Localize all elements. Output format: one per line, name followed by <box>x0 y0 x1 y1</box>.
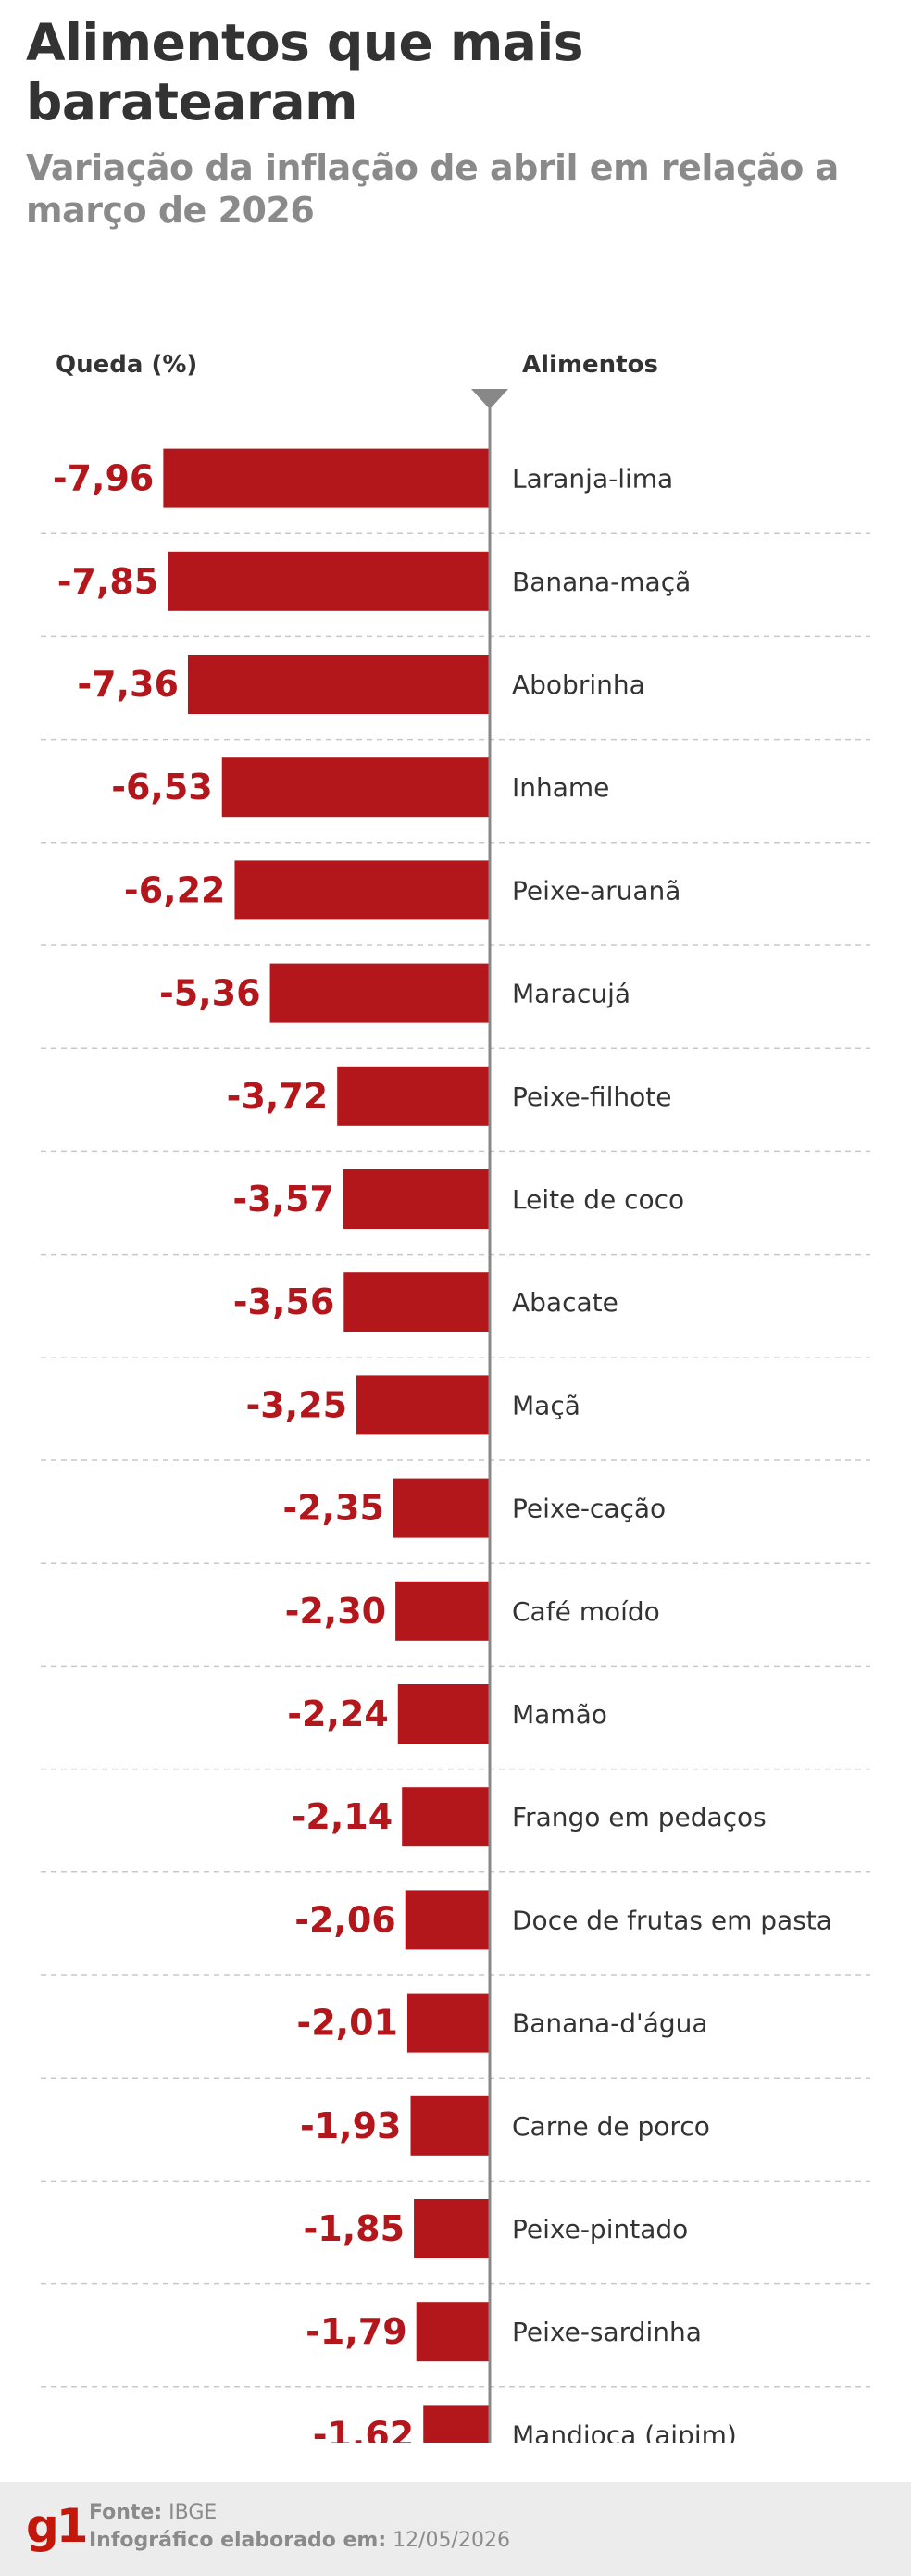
bar <box>406 1993 490 2053</box>
chart-subtitle: Variação da inflação de abril em relação… <box>26 147 839 231</box>
bar <box>356 1375 490 1435</box>
bar-value-label: -6,53 <box>111 767 213 807</box>
date-key: Infográfico elaborado em: <box>89 2529 387 2552</box>
bar <box>397 1684 490 1744</box>
bar-chart: -7,96 Laranja-lima -7,85 Banana-maçã -7,36 Ab… <box>41 389 870 2443</box>
bar <box>410 2095 490 2156</box>
bar-value-label: -1,79 <box>306 2311 407 2352</box>
category-label: Abobrinha <box>512 669 645 700</box>
bar-value-label: -1,85 <box>304 2208 406 2249</box>
bar-value-label: -3,56 <box>233 1282 335 1322</box>
bar-value-label: -3,25 <box>245 1384 347 1425</box>
bar <box>269 963 490 1023</box>
bar <box>187 655 490 714</box>
bar <box>234 860 491 920</box>
category-label: Maçã <box>512 1390 580 1420</box>
bar <box>168 551 490 611</box>
source-value: IBGE <box>168 2501 218 2524</box>
category-label: Café moído <box>512 1596 660 1627</box>
chart-title: Alimentos que mais baratearam <box>26 13 584 131</box>
bar-value-label: -7,36 <box>77 664 179 705</box>
category-label: Peixe-sardinha <box>512 2317 702 2347</box>
bar-value-label: -2,35 <box>282 1488 384 1529</box>
source-line: Fonte: IBGE <box>89 2500 217 2526</box>
category-label: Peixe-cação <box>512 1494 666 1524</box>
category-label: Banana-d'água <box>512 2008 708 2039</box>
bar-value-label: -2,24 <box>287 1694 389 1734</box>
bar-value-label: -7,85 <box>57 561 159 602</box>
bar <box>416 2302 490 2362</box>
bar-value-label: -1,62 <box>313 2414 415 2443</box>
bar-value-label: -5,36 <box>159 973 261 1014</box>
category-label: Doce de frutas em pasta <box>512 1905 832 1935</box>
bar-value-label: -1,93 <box>300 2106 402 2146</box>
bar <box>343 1169 490 1229</box>
bar <box>402 1787 490 1847</box>
date-line: Infográfico elaborado em: 12/05/2026 <box>89 2528 510 2554</box>
category-label: Banana-maçã <box>512 567 691 597</box>
category-label: Inhame <box>512 772 609 803</box>
bar-value-label: -2,06 <box>294 1899 396 1940</box>
bar <box>414 2199 490 2258</box>
date-value: 12/05/2026 <box>393 2529 510 2552</box>
bar <box>395 1581 490 1641</box>
category-label: Leite de coco <box>512 1184 684 1215</box>
category-label: Mandioca (aipim) <box>512 2420 737 2443</box>
category-axis-label: Alimentos <box>522 351 658 379</box>
bar-value-label: -2,01 <box>296 2003 398 2044</box>
bar <box>163 448 490 508</box>
category-label: Peixe-filhote <box>512 1082 671 1112</box>
bar-value-label: -6,22 <box>124 869 226 910</box>
category-label: Maracujá <box>512 979 630 1009</box>
category-label: Abacate <box>512 1287 618 1318</box>
bar <box>343 1272 490 1332</box>
bar <box>423 2405 490 2443</box>
bar-value-label: -7,96 <box>53 458 155 499</box>
category-label: Frango em pedaços <box>512 1802 767 1832</box>
category-label: Carne de porco <box>512 2111 710 2142</box>
footer: g1 Fonte: IBGE Infográfico elaborado em:… <box>0 2482 911 2576</box>
source-key: Fonte: <box>89 2501 163 2524</box>
category-label: Peixe-aruanã <box>512 875 680 906</box>
bar <box>337 1066 490 1126</box>
bar-value-label: -2,30 <box>285 1591 387 1632</box>
category-label: Laranja-lima <box>512 464 673 494</box>
bar <box>221 757 490 818</box>
category-label: Peixe-pintado <box>512 2214 688 2245</box>
axis-marker-icon <box>471 389 508 409</box>
g1-logo: g1 <box>26 2499 89 2553</box>
bar-value-label: -3,57 <box>232 1179 334 1219</box>
bar-value-label: -2,14 <box>292 1796 393 1837</box>
x-axis-label: Queda (%) <box>56 351 198 379</box>
category-label: Mamão <box>512 1699 607 1730</box>
bar-value-label: -3,72 <box>227 1076 329 1117</box>
bar <box>405 1890 490 1950</box>
bar <box>393 1478 490 1538</box>
